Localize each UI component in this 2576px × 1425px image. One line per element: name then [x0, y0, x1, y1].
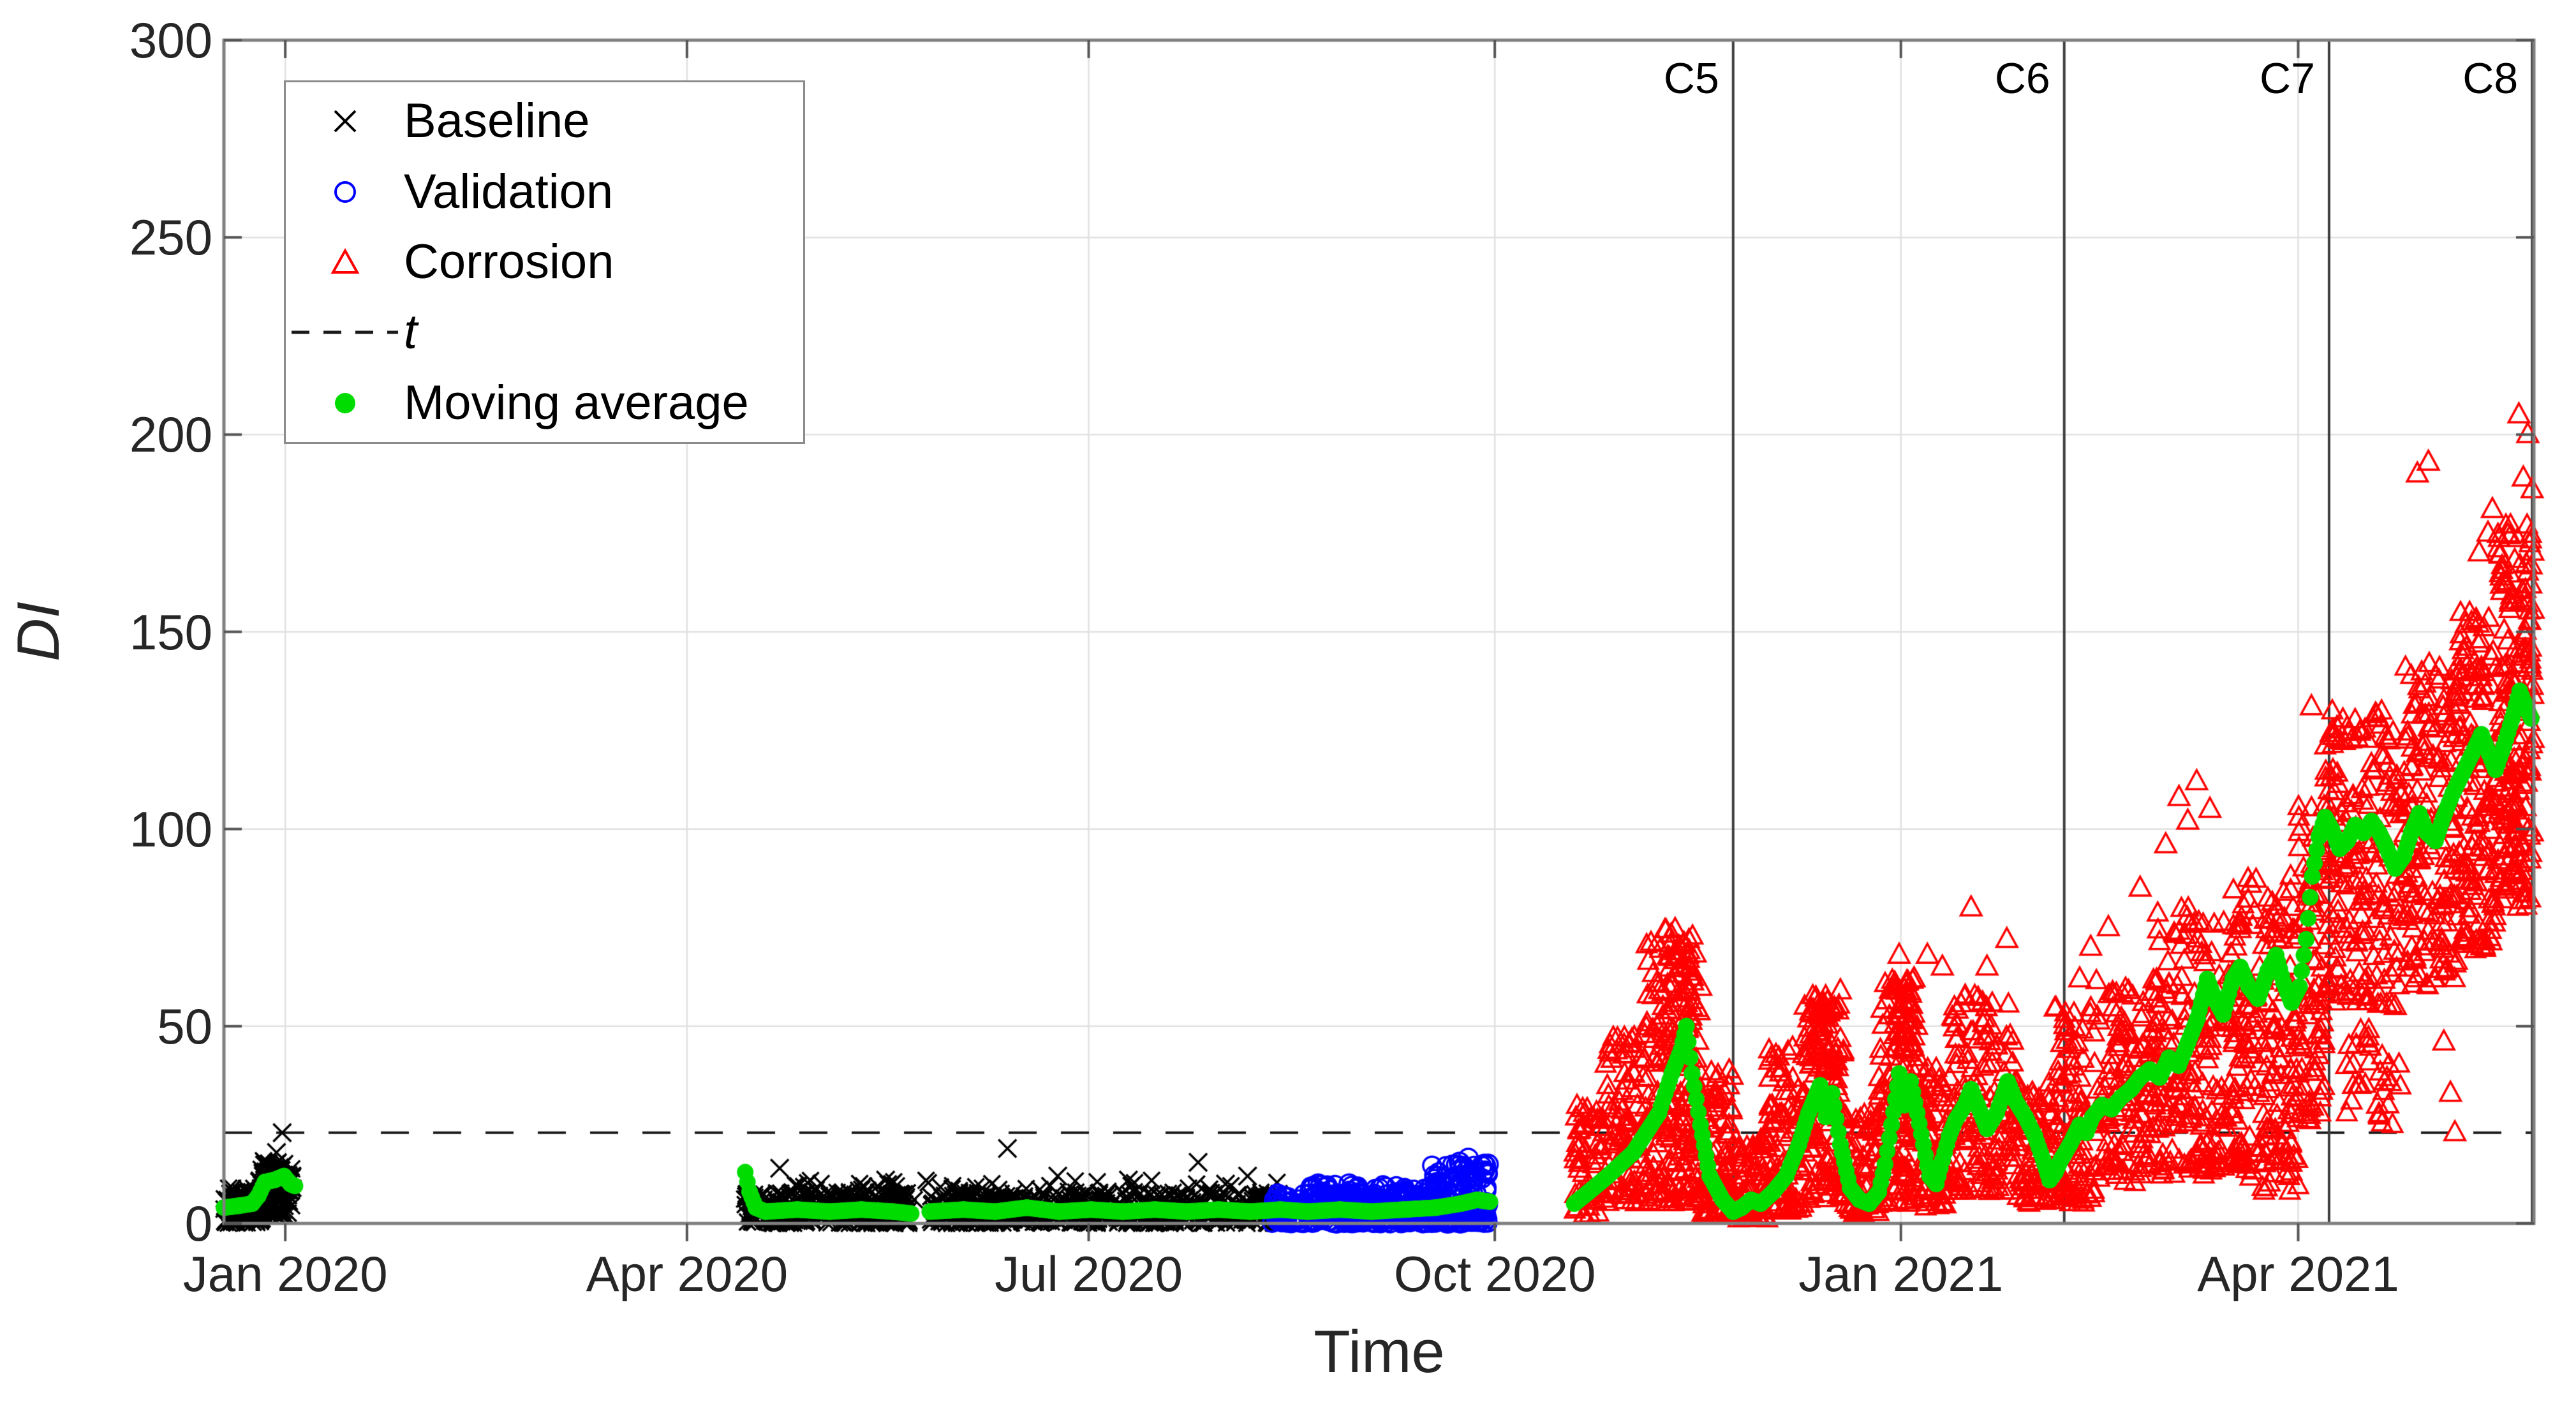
legend-entry-threshold: t — [286, 299, 803, 365]
x-tick-label: Oct 2020 — [1393, 1246, 1596, 1302]
legend-label-moving_average: Moving average — [404, 375, 749, 430]
event-label: C7 — [2259, 54, 2315, 103]
y-tick-label: 300 — [129, 12, 212, 68]
x-tick-label: Apr 2020 — [586, 1246, 788, 1302]
y-tick-label: 150 — [129, 603, 212, 660]
legend-marker-corrosion — [286, 246, 404, 279]
legend-entry-baseline: Baseline — [286, 88, 803, 154]
y-tick-label: 100 — [129, 801, 212, 857]
x-tick-label: Jan 2020 — [182, 1246, 388, 1302]
y-tick-label: 250 — [129, 209, 212, 266]
y-tick-label: 200 — [129, 406, 212, 463]
y-axis-title: DI — [4, 602, 71, 661]
x-axis-title: Time — [1314, 1318, 1445, 1385]
x-tick-label: Jan 2021 — [1798, 1246, 2004, 1302]
event-label: C8 — [2462, 54, 2519, 103]
legend-marker-baseline — [286, 105, 404, 138]
legend-marker-moving_average — [286, 387, 404, 420]
y-tick-label: 50 — [157, 998, 212, 1054]
event-label: C6 — [1994, 54, 2050, 103]
legend-marker-threshold — [286, 316, 404, 349]
legend-label-threshold: t — [404, 305, 418, 360]
legend-entry-validation: Validation — [286, 159, 803, 225]
legend-label-corrosion: Corrosion — [404, 234, 614, 289]
x-marker-icon — [334, 110, 356, 133]
legend-label-baseline: Baseline — [404, 94, 590, 149]
dashed-line-icon — [292, 330, 398, 334]
circle-marker-icon — [334, 181, 356, 203]
dot-marker-icon — [334, 392, 355, 413]
x-tick-label: Jul 2020 — [995, 1246, 1183, 1302]
legend-label-validation: Validation — [404, 164, 614, 219]
legend-entry-corrosion: Corrosion — [286, 229, 803, 295]
event-label: C5 — [1663, 54, 1719, 103]
legend-entry-moving_average: Moving average — [286, 370, 803, 436]
triangle-marker-icon — [330, 247, 359, 274]
y-tick-label: 0 — [184, 1195, 212, 1251]
legend-marker-validation — [286, 175, 404, 209]
legend: Baseline Validation Corrosion t Moving avera… — [284, 80, 805, 444]
x-tick-label: Apr 2021 — [2197, 1246, 2399, 1302]
